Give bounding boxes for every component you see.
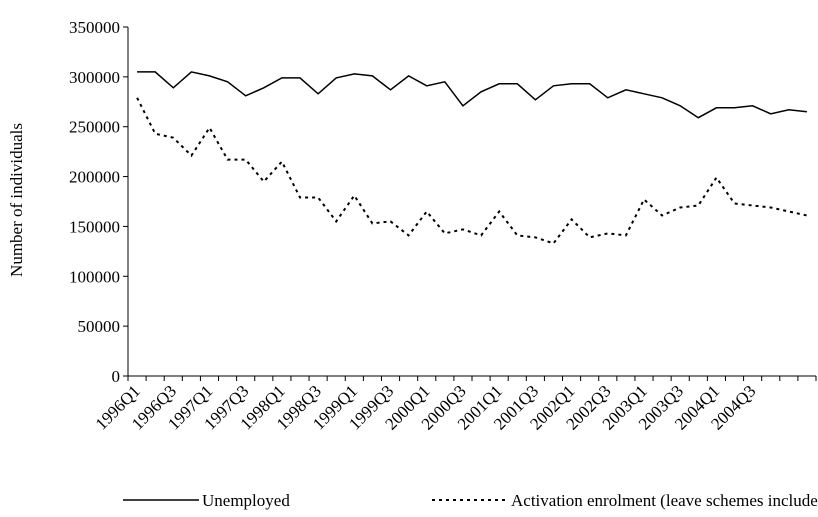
y-tick-label: 50000 xyxy=(78,317,121,336)
y-tick-label: 0 xyxy=(112,367,121,386)
y-tick-label: 350000 xyxy=(69,18,120,37)
y-tick-label: 100000 xyxy=(69,267,120,286)
y-tick-label: 200000 xyxy=(69,168,120,187)
y-axis-label: Number of individuals xyxy=(7,123,26,277)
y-tick-label: 150000 xyxy=(69,217,120,236)
series-line xyxy=(136,97,808,245)
y-tick-label: 300000 xyxy=(69,68,120,87)
legend-label: Unemployed xyxy=(202,491,290,510)
series-line xyxy=(137,71,807,119)
legend-label: Activation enrolment (leave schemes incl… xyxy=(511,491,818,510)
y-tick-label: 250000 xyxy=(69,118,120,137)
